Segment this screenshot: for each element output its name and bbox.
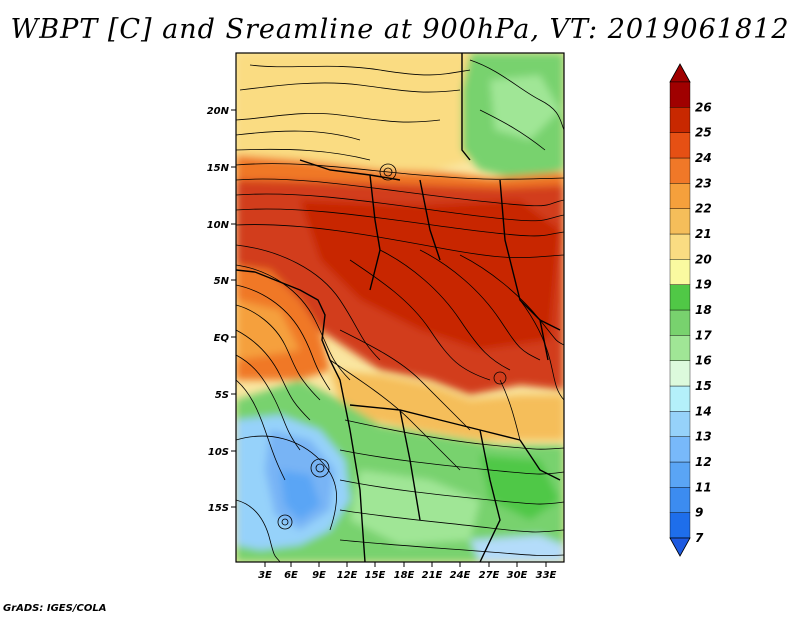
- colorbar-swatch: [669, 157, 691, 184]
- field-south-orange: [330, 370, 564, 440]
- colorbar-label: 9: [695, 506, 703, 520]
- colorbar-swatch: [669, 259, 691, 285]
- colorbar-label: 12: [695, 455, 712, 469]
- colorbar-label: 22: [695, 202, 712, 216]
- colorbar-label: 16: [695, 354, 712, 368]
- colorbar-label: 19: [695, 278, 712, 292]
- colorbar-label: 23: [695, 176, 712, 190]
- colorbar-swatch: [669, 461, 691, 488]
- lon-label: 18E: [394, 570, 415, 581]
- colorbar-label: 17: [695, 328, 712, 342]
- field-south-lightgreen: [350, 470, 480, 545]
- wbpt-field: [236, 53, 564, 562]
- lat-label: 10S: [208, 447, 229, 458]
- colorbar-label: 18: [695, 303, 712, 317]
- colorbar-swatch: [669, 335, 691, 361]
- lat-label: 20N: [207, 106, 230, 117]
- lat-label: EQ: [214, 333, 230, 344]
- colorbar: 7 9 11 12 13 14 15 16 17 18 19 20 21 22 23 24 25 26: [669, 63, 712, 557]
- field-gulf-light-orange: [236, 300, 300, 360]
- lon-label: 27E: [479, 570, 500, 581]
- lat-label: 15N: [207, 163, 230, 174]
- colorbar-bottom-arrow: [669, 537, 691, 557]
- lon-axis: 3E 6E 9E 12E 15E 18E 21E 24E 27E 30E 33E: [258, 562, 557, 581]
- colorbar-swatch: [669, 385, 691, 412]
- streamlines: [236, 59, 564, 562]
- lon-label: 9E: [312, 570, 326, 581]
- colorbar-swatch: [669, 81, 691, 108]
- lon-label: 15E: [365, 570, 386, 581]
- colorbar-label: 15: [695, 379, 712, 393]
- colorbar-swatch: [669, 512, 691, 539]
- colorbar-swatch: [669, 208, 691, 235]
- lat-label: 15S: [208, 503, 229, 514]
- colorbar-swatch: [669, 284, 691, 311]
- colorbar-swatch: [669, 183, 691, 209]
- colorbar-swatch: [669, 233, 691, 260]
- map-title: WBPT [C] and Sreamline at 900hPa, VT: 20…: [10, 14, 790, 45]
- lat-label: 5N: [214, 276, 230, 287]
- grads-credit: GrADS: IGES/COLA: [3, 603, 107, 614]
- colorbar-label: 20: [695, 252, 712, 266]
- colorbar-swatch: [669, 487, 691, 513]
- lon-label: 33E: [536, 570, 557, 581]
- colorbar-swatch: [669, 132, 691, 159]
- lon-label: 12E: [337, 570, 358, 581]
- lon-label: 21E: [422, 570, 443, 581]
- field-sw-deepblue: [280, 470, 320, 520]
- colorbar-label: 14: [695, 404, 712, 418]
- lat-label: 5S: [215, 390, 229, 401]
- colorbar-swatch: [669, 411, 691, 437]
- lat-axis: 20N 15N 10N 5N EQ 5S 10S 15S: [207, 106, 236, 514]
- colorbar-label: 13: [695, 430, 712, 444]
- colorbar-swatch: [669, 436, 691, 463]
- lon-label: 30E: [507, 570, 528, 581]
- colorbar-swatch: [669, 309, 691, 336]
- field-north-yellow: [236, 53, 470, 175]
- lon-label: 6E: [284, 570, 298, 581]
- lon-label: 3E: [258, 570, 272, 581]
- lat-label: 10N: [207, 220, 230, 231]
- colorbar-label: 21: [695, 227, 712, 241]
- colorbar-label: 25: [695, 126, 712, 140]
- coastlines: [236, 53, 561, 562]
- colorbar-swatch: [669, 107, 691, 133]
- colorbar-top-arrow: [669, 63, 691, 83]
- colorbar-label: 26: [695, 100, 712, 114]
- colorbar-label: 11: [695, 480, 712, 494]
- plot-frame: [235, 52, 565, 563]
- field-ne-lightgreen: [490, 75, 560, 140]
- colorbar-swatch: [669, 360, 691, 387]
- colorbar-label: 7: [695, 531, 704, 545]
- colorbar-label: 24: [695, 151, 712, 165]
- lon-label: 24E: [450, 570, 471, 581]
